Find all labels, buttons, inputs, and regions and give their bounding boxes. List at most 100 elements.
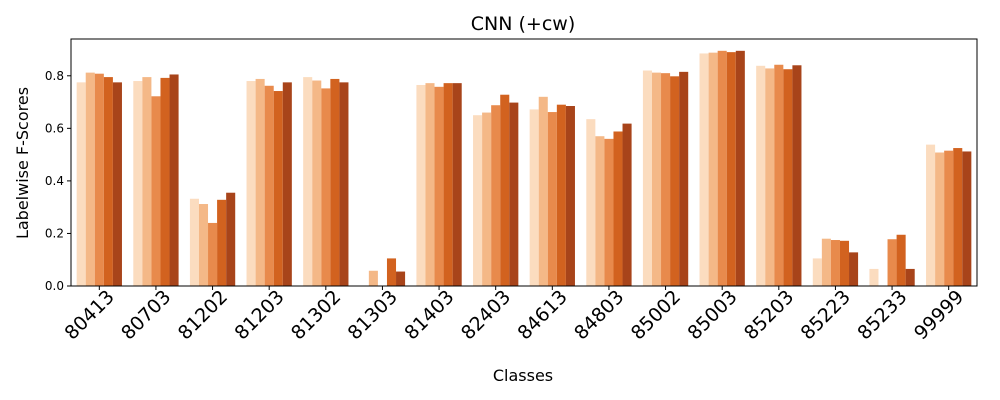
bar-84803-s1 xyxy=(586,119,596,286)
bar-85233-s3 xyxy=(887,239,897,286)
bar-85223-s5 xyxy=(849,252,859,286)
bar-85003-s1 xyxy=(699,53,709,287)
bar-85233-s4 xyxy=(896,234,906,286)
x-tick-label: 85223 xyxy=(797,286,855,344)
bar-80413-s3 xyxy=(94,73,104,286)
y-tick-label: 0.8 xyxy=(45,69,64,83)
y-axis-label: Labelwise F-Scores xyxy=(13,87,32,239)
bar-80413-s5 xyxy=(112,82,122,286)
x-tick-label: 81403 xyxy=(400,286,458,344)
bar-82403-s1 xyxy=(473,115,483,286)
y-tick-label: 0.2 xyxy=(45,226,64,240)
bar-80703-s3 xyxy=(151,96,161,286)
x-tick-label: 99999 xyxy=(910,286,968,344)
bar-99999-s1 xyxy=(926,144,936,286)
bar-82403-s5 xyxy=(509,102,519,286)
y-tick-label: 0.6 xyxy=(45,121,64,135)
x-axis: 8041380703812028120381302813038140382403… xyxy=(61,286,969,344)
bar-84803-s3 xyxy=(604,138,614,286)
bar-85003-s4 xyxy=(726,52,736,286)
x-tick-label: 81303 xyxy=(344,286,402,344)
bar-84613-s5 xyxy=(565,106,575,286)
bar-85002-s5 xyxy=(679,71,689,286)
bar-80703-s2 xyxy=(142,77,152,286)
bar-85203-s4 xyxy=(783,69,793,286)
bar-81403-s5 xyxy=(452,83,462,286)
bar-80413-s1 xyxy=(76,82,86,286)
bar-84613-s4 xyxy=(556,104,566,286)
bar-85203-s3 xyxy=(774,64,784,286)
bar-99999-s5 xyxy=(962,151,972,286)
bar-81403-s3 xyxy=(434,86,444,286)
bar-80413-s2 xyxy=(85,72,95,286)
bar-85203-s2 xyxy=(765,68,775,287)
x-tick-label: 85203 xyxy=(740,286,798,344)
bar-85223-s4 xyxy=(839,240,850,286)
x-axis-label: Classes xyxy=(493,366,553,385)
x-tick-label: 81302 xyxy=(287,286,345,344)
bar-85003-s3 xyxy=(717,50,727,286)
bar-99999-s3 xyxy=(944,150,954,286)
bar-81202-s5 xyxy=(226,192,236,286)
bar-84613-s2 xyxy=(538,96,548,286)
bar-81203-s5 xyxy=(282,82,292,286)
bar-81303-s4 xyxy=(386,258,397,286)
bar-81202-s1 xyxy=(189,198,199,286)
bar-80413-s4 xyxy=(103,77,113,286)
bar-81403-s1 xyxy=(416,84,426,286)
bar-85223-s1 xyxy=(812,258,822,286)
x-tick-label: 80703 xyxy=(117,286,175,344)
bar-84803-s2 xyxy=(595,136,605,286)
bar-82403-s4 xyxy=(500,94,510,287)
y-axis: 0.0 0.2 0.4 0.6 0.8 xyxy=(45,69,71,293)
x-tick-label: 84803 xyxy=(570,286,628,344)
bar-81203-s3 xyxy=(264,85,274,287)
bars-group xyxy=(76,50,972,287)
bar-81202-s4 xyxy=(217,199,227,286)
bar-85002-s3 xyxy=(661,73,671,286)
bar-85002-s2 xyxy=(651,72,662,286)
bar-84613-s3 xyxy=(547,112,557,286)
bar-81302-s1 xyxy=(303,77,313,286)
bar-81202-s2 xyxy=(198,204,209,286)
chart-title: CNN (+cw) xyxy=(471,13,575,35)
bar-81303-s5 xyxy=(396,271,406,286)
bar-81203-s1 xyxy=(246,81,256,286)
x-tick-label: 84613 xyxy=(514,286,572,344)
x-tick-label: 85002 xyxy=(627,286,685,344)
bar-85203-s1 xyxy=(756,65,766,286)
bar-81302-s4 xyxy=(330,78,340,286)
bar-84803-s4 xyxy=(613,131,623,286)
bar-81203-s2 xyxy=(255,78,265,286)
bar-85233-s5 xyxy=(905,268,915,286)
bar-81403-s4 xyxy=(443,83,453,286)
bar-85002-s1 xyxy=(642,70,652,286)
bar-81403-s2 xyxy=(425,83,435,286)
bar-99999-s4 xyxy=(953,148,963,286)
bar-85002-s4 xyxy=(670,76,680,286)
bar-80703-s5 xyxy=(169,74,179,286)
bar-82403-s3 xyxy=(491,105,501,286)
bar-81203-s4 xyxy=(273,91,283,286)
bar-80703-s4 xyxy=(160,77,170,286)
bar-85223-s3 xyxy=(830,240,840,286)
bar-85223-s2 xyxy=(821,238,831,286)
bar-99999-s2 xyxy=(935,152,945,286)
x-tick-label: 82403 xyxy=(457,286,515,344)
bar-81302-s2 xyxy=(312,80,322,287)
bar-85003-s5 xyxy=(735,50,745,286)
bar-80703-s1 xyxy=(133,81,143,286)
y-tick-label: 0.0 xyxy=(45,279,64,293)
x-tick-label: 81203 xyxy=(230,286,288,344)
x-tick-label: 85003 xyxy=(683,286,741,344)
bar-82403-s2 xyxy=(482,112,492,286)
bar-81302-s3 xyxy=(321,88,331,287)
bar-84803-s5 xyxy=(622,123,632,286)
x-tick-label: 80413 xyxy=(61,286,119,344)
x-tick-label: 81202 xyxy=(174,286,232,344)
bar-81303-s2 xyxy=(368,270,378,286)
bar-85003-s2 xyxy=(708,52,718,286)
x-tick-label: 85233 xyxy=(853,286,911,344)
bar-85233-s1 xyxy=(869,268,879,286)
